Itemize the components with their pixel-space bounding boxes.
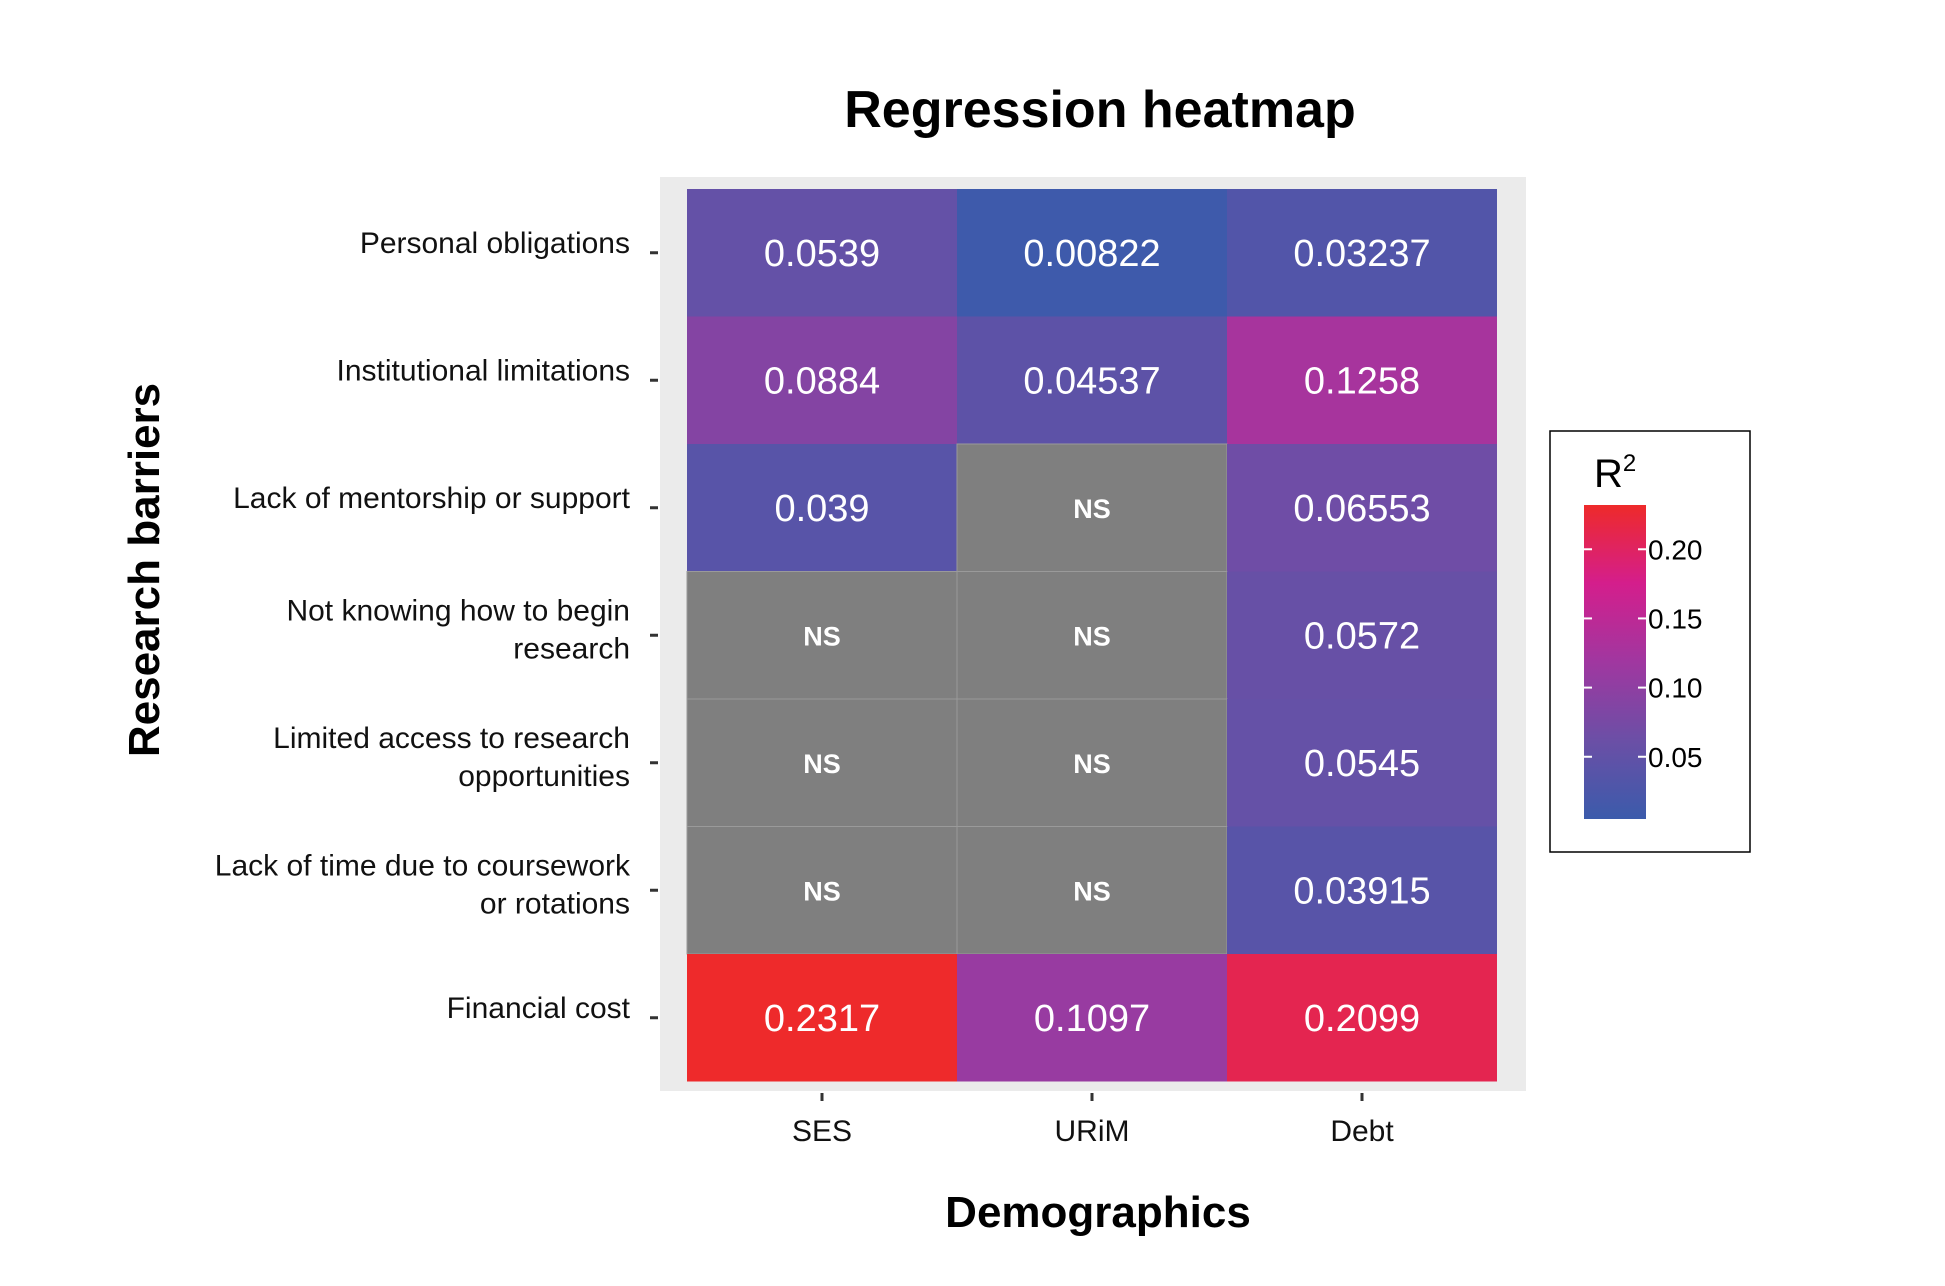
color-legend: R2 0.20 0.15 0.10 0.05: [1549, 430, 1751, 853]
x-axis-title: Demographics: [945, 1188, 1251, 1237]
legend-box: [1549, 430, 1751, 853]
cell-value-label: 0.03915: [1293, 870, 1430, 912]
cell-value-label: NS: [1073, 749, 1111, 779]
heatmap-cell: [687, 444, 957, 572]
y-tick-label: Lack of time due to coursework: [215, 849, 631, 882]
y-tick-label: Lack of mentorship or support: [233, 482, 631, 515]
legend-tick-label: 0.10: [1648, 673, 1703, 704]
heatmap-cell: [1227, 954, 1497, 1082]
cell-value-label: 0.0572: [1304, 615, 1420, 657]
y-tick-label: opportunities: [458, 760, 630, 793]
chart-title: Regression heatmap: [844, 81, 1356, 139]
cell-value-label: 0.04537: [1023, 360, 1160, 402]
cell-value-label: NS: [803, 876, 841, 906]
heatmap-cell: [1227, 826, 1497, 954]
heatmap-cell: [686, 826, 958, 955]
heatmap-cell: [957, 189, 1227, 317]
heatmap-cell: [686, 698, 958, 827]
heatmap-cell: [687, 189, 957, 317]
cell-value-label: 0.0884: [764, 360, 880, 402]
heatmap-cell: [956, 443, 1228, 572]
heatmap-cell: [956, 571, 1228, 700]
x-tick-label: SES: [792, 1115, 852, 1148]
cell-value-label: 0.2099: [1304, 998, 1420, 1040]
cell-value-label: 0.1258: [1304, 360, 1420, 402]
cell-value-label: 0.0545: [1304, 743, 1420, 785]
heatmap-cell: [1227, 444, 1497, 572]
cell-value-label: 0.06553: [1293, 488, 1430, 530]
heatmap-cell: [1227, 316, 1497, 444]
heatmap-cell: [1227, 189, 1497, 317]
cell-value-label: 0.00822: [1023, 233, 1160, 275]
legend-tick-label: 0.05: [1648, 742, 1703, 773]
x-tick-label: Debt: [1330, 1115, 1394, 1148]
cell-value-label: NS: [1073, 876, 1111, 906]
cell-value-label: 0.03237: [1293, 233, 1430, 275]
heatmap-cell: [687, 316, 957, 444]
cell-value-label: 0.1097: [1034, 998, 1150, 1040]
y-tick-label: or rotations: [480, 887, 630, 920]
legend-colorbar: [1584, 505, 1646, 819]
legend-tick-label: 0.15: [1648, 603, 1703, 634]
y-tick-label: Not knowing how to begin: [286, 594, 630, 627]
heatmap-cell: [957, 954, 1227, 1082]
cell-value-label: NS: [803, 621, 841, 651]
y-tick-label: Personal obligations: [360, 227, 630, 260]
cell-value-label: 0.2317: [764, 998, 880, 1040]
x-tick-label: URiM: [1055, 1115, 1130, 1148]
y-axis-title: Research barriers: [120, 383, 169, 757]
y-tick-label: Institutional limitations: [337, 354, 630, 387]
y-tick-label: research: [513, 632, 630, 665]
cell-value-label: 0.039: [774, 488, 869, 530]
cell-value-label: NS: [803, 749, 841, 779]
cell-value-label: NS: [1073, 621, 1111, 651]
legend-title: R2: [1594, 450, 1636, 496]
y-tick-labels: Personal obligations Institutional limita…: [215, 227, 658, 1025]
cell-value-label: NS: [1073, 494, 1111, 524]
heatmap-cell: [956, 698, 1228, 827]
heatmap-cells: 0.0539 0.00822 0.03237 0.0884 0.04537 0.1258 0…: [686, 189, 1497, 1082]
heatmap-cell: [1227, 699, 1497, 827]
x-tick-labels: SES URiM Debt: [792, 1093, 1394, 1148]
y-tick-label: Financial cost: [447, 992, 631, 1025]
legend-tick-label: 0.20: [1648, 534, 1703, 565]
heatmap-cell: [957, 316, 1227, 444]
heatmap-cell: [687, 954, 957, 1082]
heatmap-cell: [686, 571, 958, 700]
legend-ticks: 0.20 0.15 0.10 0.05: [1584, 534, 1703, 773]
heatmap-cell: [1227, 571, 1497, 699]
y-tick-label: Limited access to research: [273, 722, 630, 755]
heatmap-cell: [956, 826, 1228, 955]
cell-value-label: 0.0539: [764, 233, 880, 275]
